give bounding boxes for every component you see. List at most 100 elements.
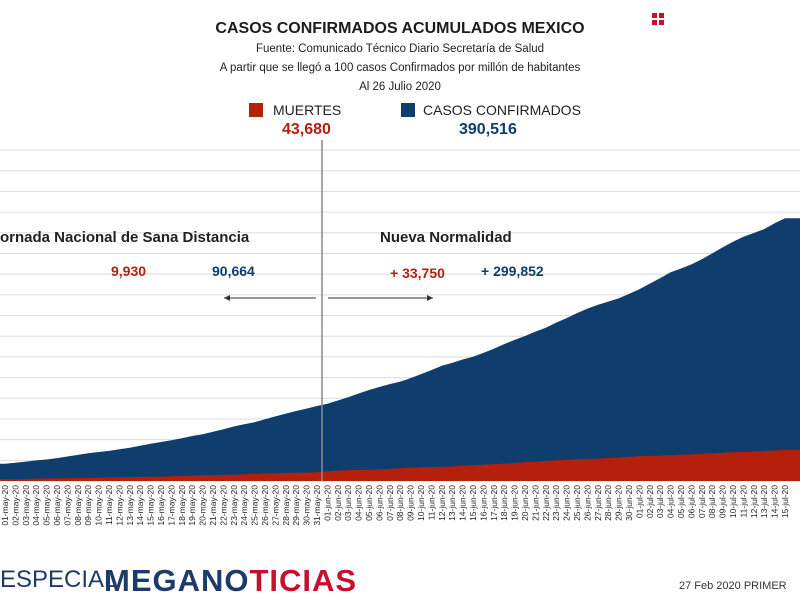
x-tick-label: 06-jul-20 [686,485,696,518]
x-tick-label: 05-jun-20 [364,485,374,521]
x-tick-label: 04-may-20 [31,485,41,526]
x-tick-label: 20-may-20 [198,485,208,526]
x-tick-label: 07-jul-20 [697,485,707,518]
x-tick-label: 06-may-20 [52,485,62,526]
x-tick-label: 23-may-20 [229,485,239,526]
phase-left-label: ornada Nacional de Sana Distancia [0,229,250,246]
x-tick-label: 11-may-20 [104,485,114,525]
x-tick-label: 09-jun-20 [406,485,416,521]
x-tick-label: 30-may-20 [302,485,312,526]
legend-deaths-swatch [249,103,263,117]
x-tick-label: 04-jul-20 [666,485,676,518]
x-tick-label: 11-jul-20 [738,485,748,518]
legend-deaths-label: MUERTES [273,102,342,118]
arrow-left-head [224,295,230,301]
x-tick-label: 30-jun-20 [624,485,634,521]
arrow-right-head [427,295,433,301]
chart-overlay [224,140,433,481]
x-tick-label: 09-jul-20 [718,485,728,518]
x-tick-label: 22-jun-20 [541,485,551,521]
x-tick-label: 09-may-20 [83,485,93,526]
chart-date: Al 26 Julio 2020 [359,81,441,93]
brand-prefix: ESPECIAL [0,566,118,593]
x-tick-label: 03-jul-20 [655,485,665,518]
x-tick-label: 31-may-20 [312,485,322,526]
x-tick-label: 06-jun-20 [374,485,384,521]
x-tick-label: 01-jul-20 [634,485,644,518]
x-tick-label: 21-may-20 [208,485,218,526]
phase-left-cases: 90,664 [212,263,255,279]
x-tick-label: 22-may-20 [218,485,228,526]
legend-deaths-value: 43,680 [282,121,331,138]
series-cases-area [0,218,800,481]
phase-right-cases: + 299,852 [481,263,544,279]
x-tick-label: 02-jun-20 [333,485,343,521]
x-tick-label: 21-jun-20 [530,485,540,521]
x-tick-label: 24-jun-20 [562,485,572,521]
x-tick-label: 25-jun-20 [572,485,582,521]
x-tick-label: 13-jun-20 [447,485,457,521]
x-tick-label: 04-jun-20 [354,485,364,521]
x-tick-label: 08-jun-20 [395,485,405,521]
x-tick-label: 15-jul-20 [780,485,790,518]
x-tick-label: 14-jun-20 [458,485,468,521]
x-tick-label: 03-may-20 [21,485,31,526]
x-tick-label: 01-jun-20 [322,485,332,521]
x-tick-label: 01-may-20 [0,485,10,526]
x-tick-label: 11-jun-20 [426,485,436,521]
x-tick-label: 13-jul-20 [759,485,769,518]
chart-source: Fuente: Comunicado Técnico Diario Secret… [255,43,545,55]
x-tick-label: 08-jul-20 [707,485,717,518]
x-tick-label: 20-jun-20 [520,485,530,521]
x-tick-label: 27-may-20 [270,485,280,526]
x-tick-label: 12-may-20 [114,485,124,526]
x-tick-label: 18-jun-20 [499,485,509,521]
footer-bar [0,560,800,600]
x-tick-label: 23-jun-20 [551,485,561,521]
x-tick-label: 15-jun-20 [468,485,478,521]
x-tick-label: 26-may-20 [260,485,270,526]
x-tick-label: 16-jun-20 [478,485,488,521]
x-tick-label: 28-may-20 [281,485,291,526]
x-tick-labels: 01-may-20 02-may-20 03-may-20 04-may-20 05-m… [0,485,790,526]
x-tick-label: 26-jun-20 [582,485,592,521]
x-tick-label: 10-jun-20 [416,485,426,521]
x-tick-label: 19-may-20 [187,485,197,526]
x-tick-label: 12-jul-20 [749,485,759,518]
x-tick-label: 02-jul-20 [645,485,655,518]
x-tick-label: 27-jun-20 [593,485,603,521]
x-tick-label: 13-may-20 [125,485,135,526]
legend-cases-swatch [401,103,415,117]
x-tick-label: 05-may-20 [42,485,52,526]
x-tick-label: 19-jun-20 [510,485,520,521]
x-tick-label: 17-may-20 [166,485,176,526]
x-tick-label: 10-jul-20 [728,485,738,518]
phase-right-label: Nueva Normalidad [380,229,512,246]
x-tick-label: 18-may-20 [177,485,187,526]
legend-cases-value: 390,516 [459,121,517,138]
brand-part1: MEGANO [104,563,250,598]
x-tick-label: 25-may-20 [250,485,260,526]
x-tick-label: 07-jun-20 [385,485,395,521]
x-tick-label: 17-jun-20 [489,485,499,521]
x-tick-label: 29-may-20 [291,485,301,526]
x-tick-label: 15-may-20 [146,485,156,526]
phase-left-deaths: 9,930 [111,263,147,279]
x-tick-label: 05-jul-20 [676,485,686,518]
phase-right-deaths: + 33,750 [390,265,445,281]
brand-logo: MEGANOTICIAS [104,563,357,599]
x-tick-label: 08-may-20 [73,485,83,526]
footer-date: 27 Feb 2020 PRIMER [679,580,787,592]
chart-title: CASOS CONFIRMADOS ACUMULADOS MEXICO [215,20,585,37]
x-tick-label: 03-jun-20 [343,485,353,521]
x-tick-label: 12-jun-20 [437,485,447,521]
x-tick-label: 14-jul-20 [770,485,780,518]
x-tick-label: 16-may-20 [156,485,166,526]
legend-cases-label: CASOS CONFIRMADOS [423,102,581,118]
x-tick-label: 28-jun-20 [603,485,613,521]
x-tick-label: 29-jun-20 [614,485,624,521]
x-tick-label: 10-may-20 [94,485,104,526]
chart-note: A partir que se llegó a 100 casos Confir… [219,62,581,74]
x-tick-label: 14-may-20 [135,485,145,526]
chart-areas [0,218,800,481]
